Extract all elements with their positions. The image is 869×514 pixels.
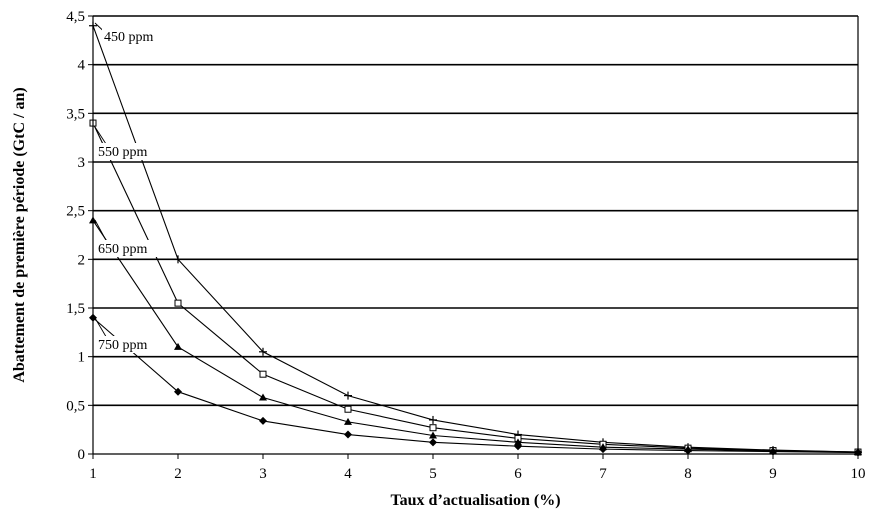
data-point-plus — [429, 415, 437, 424]
series-label: 550 ppm — [98, 145, 148, 160]
data-point-diamond — [344, 430, 352, 439]
series-labels: 450 ppm 550 ppm 650 ppm 750 ppm — [96, 28, 172, 353]
data-point-diamond — [684, 446, 692, 455]
x-tick-label: 1 — [89, 466, 97, 482]
y-tick-label: 3,5 — [66, 106, 85, 122]
series-line — [92, 25, 859, 453]
series-line — [92, 122, 859, 453]
x-tick-label: 6 — [514, 466, 522, 482]
y-tick-label: 0 — [78, 447, 86, 463]
x-axis-title: Taux d’actualisation (%) — [390, 492, 560, 509]
data-point-square — [174, 299, 182, 307]
series-label: 450 ppm — [104, 30, 154, 45]
data-point-square — [259, 370, 267, 378]
data-point-diamond — [599, 445, 607, 454]
y-tick-label: 1,5 — [66, 301, 85, 317]
x-tick-label: 5 — [429, 466, 437, 482]
x-tick-label: 3 — [259, 466, 267, 482]
data-point-square — [344, 405, 352, 413]
series-label-background — [96, 336, 166, 353]
y-tick-label: 2,5 — [66, 204, 85, 220]
axes — [88, 15, 859, 459]
x-tick-label: 2 — [174, 466, 182, 482]
y-tick-label: 3 — [78, 155, 86, 171]
y-tick-label: 4 — [78, 58, 86, 74]
y-tick-labels: 0 0,5 1 1,5 2 2,5 3 3,5 4 4,5 — [66, 9, 85, 463]
data-point-triangle — [429, 431, 437, 439]
data-point-plus — [174, 255, 182, 264]
data-point-plus — [344, 391, 352, 400]
series-label-background — [96, 143, 166, 160]
y-tick-label: 0,5 — [66, 398, 85, 414]
gridlines — [93, 15, 858, 407]
series-label: 750 ppm — [98, 338, 148, 353]
data-point-triangle — [344, 417, 352, 425]
x-tick-label: 9 — [769, 466, 777, 482]
data-point-diamond — [514, 442, 522, 451]
x-tick-label: 4 — [344, 466, 352, 482]
x-tick-labels: 1 2 3 4 5 6 7 8 9 10 — [89, 466, 865, 482]
series-label-background — [96, 240, 166, 257]
data-point-square — [429, 424, 437, 432]
x-tick-label: 10 — [851, 466, 866, 482]
data-point-plus — [259, 347, 267, 356]
data-point-diamond — [259, 416, 267, 425]
series-line — [92, 220, 859, 453]
data-point-diamond — [429, 438, 437, 447]
x-tick-label: 7 — [599, 466, 607, 482]
data-point-triangle — [514, 438, 522, 446]
data-point-diamond — [174, 387, 182, 396]
y-axis-title: Abattement de première période (GtC / an… — [11, 87, 28, 382]
series-lines — [92, 25, 859, 454]
data-point-triangle — [259, 393, 267, 401]
y-tick-label: 4,5 — [66, 9, 85, 25]
data-point-triangle — [174, 342, 182, 350]
y-tick-label: 2 — [78, 252, 86, 268]
data-markers — [89, 21, 862, 457]
x-tick-label: 8 — [684, 466, 692, 482]
series-line — [92, 317, 859, 454]
y-tick-label: 1 — [78, 350, 86, 366]
series-label-background — [102, 28, 172, 45]
series-label: 650 ppm — [98, 242, 148, 257]
